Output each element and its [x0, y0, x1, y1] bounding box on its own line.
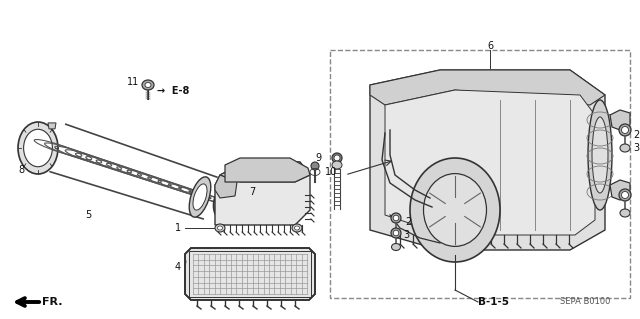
Text: 1: 1 [175, 223, 181, 233]
Text: 7: 7 [249, 187, 255, 197]
Ellipse shape [214, 183, 246, 223]
Bar [189, 251, 311, 297]
Ellipse shape [221, 192, 239, 214]
Text: FR.: FR. [42, 297, 63, 307]
Polygon shape [370, 70, 605, 105]
Text: 5: 5 [85, 210, 92, 220]
Ellipse shape [332, 153, 342, 163]
Ellipse shape [391, 228, 401, 238]
Ellipse shape [294, 226, 300, 230]
Ellipse shape [393, 230, 399, 236]
Ellipse shape [332, 161, 342, 169]
Ellipse shape [592, 117, 608, 193]
Ellipse shape [619, 189, 631, 201]
Ellipse shape [334, 155, 340, 161]
Polygon shape [48, 123, 56, 129]
Polygon shape [385, 90, 595, 235]
Polygon shape [225, 158, 310, 182]
Ellipse shape [410, 158, 500, 262]
Text: B-1-5: B-1-5 [478, 297, 509, 307]
Text: SEPA B0100: SEPA B0100 [560, 298, 611, 307]
Text: 6: 6 [487, 41, 493, 51]
Ellipse shape [392, 228, 401, 235]
Polygon shape [215, 175, 237, 198]
Ellipse shape [620, 144, 630, 152]
Ellipse shape [292, 224, 302, 232]
Text: 2: 2 [405, 217, 412, 227]
Text: 11: 11 [127, 77, 139, 87]
Ellipse shape [619, 124, 631, 136]
Bar [330, 50, 630, 298]
Polygon shape [610, 110, 630, 130]
Ellipse shape [621, 191, 628, 198]
Polygon shape [220, 162, 310, 182]
Ellipse shape [391, 213, 401, 223]
Ellipse shape [189, 177, 211, 217]
Polygon shape [610, 180, 630, 200]
Ellipse shape [393, 215, 399, 221]
Text: 3: 3 [403, 230, 409, 240]
Ellipse shape [193, 184, 207, 210]
Polygon shape [185, 248, 315, 300]
Ellipse shape [621, 127, 628, 133]
Ellipse shape [311, 162, 319, 170]
Text: →  E-8: → E-8 [157, 86, 189, 96]
Text: 4: 4 [175, 262, 181, 272]
Ellipse shape [588, 100, 612, 210]
Polygon shape [215, 162, 310, 225]
Ellipse shape [142, 80, 154, 90]
Text: 9: 9 [316, 153, 322, 163]
Ellipse shape [24, 129, 52, 167]
Ellipse shape [215, 224, 225, 232]
Ellipse shape [145, 83, 151, 87]
Ellipse shape [620, 209, 630, 217]
Ellipse shape [218, 226, 223, 230]
Polygon shape [370, 70, 605, 250]
Ellipse shape [424, 174, 486, 246]
Ellipse shape [392, 243, 401, 250]
Text: 10: 10 [325, 167, 337, 177]
Text: 8: 8 [18, 165, 24, 175]
Text: 2: 2 [633, 130, 639, 140]
Ellipse shape [18, 122, 58, 174]
Text: 3: 3 [633, 143, 639, 153]
